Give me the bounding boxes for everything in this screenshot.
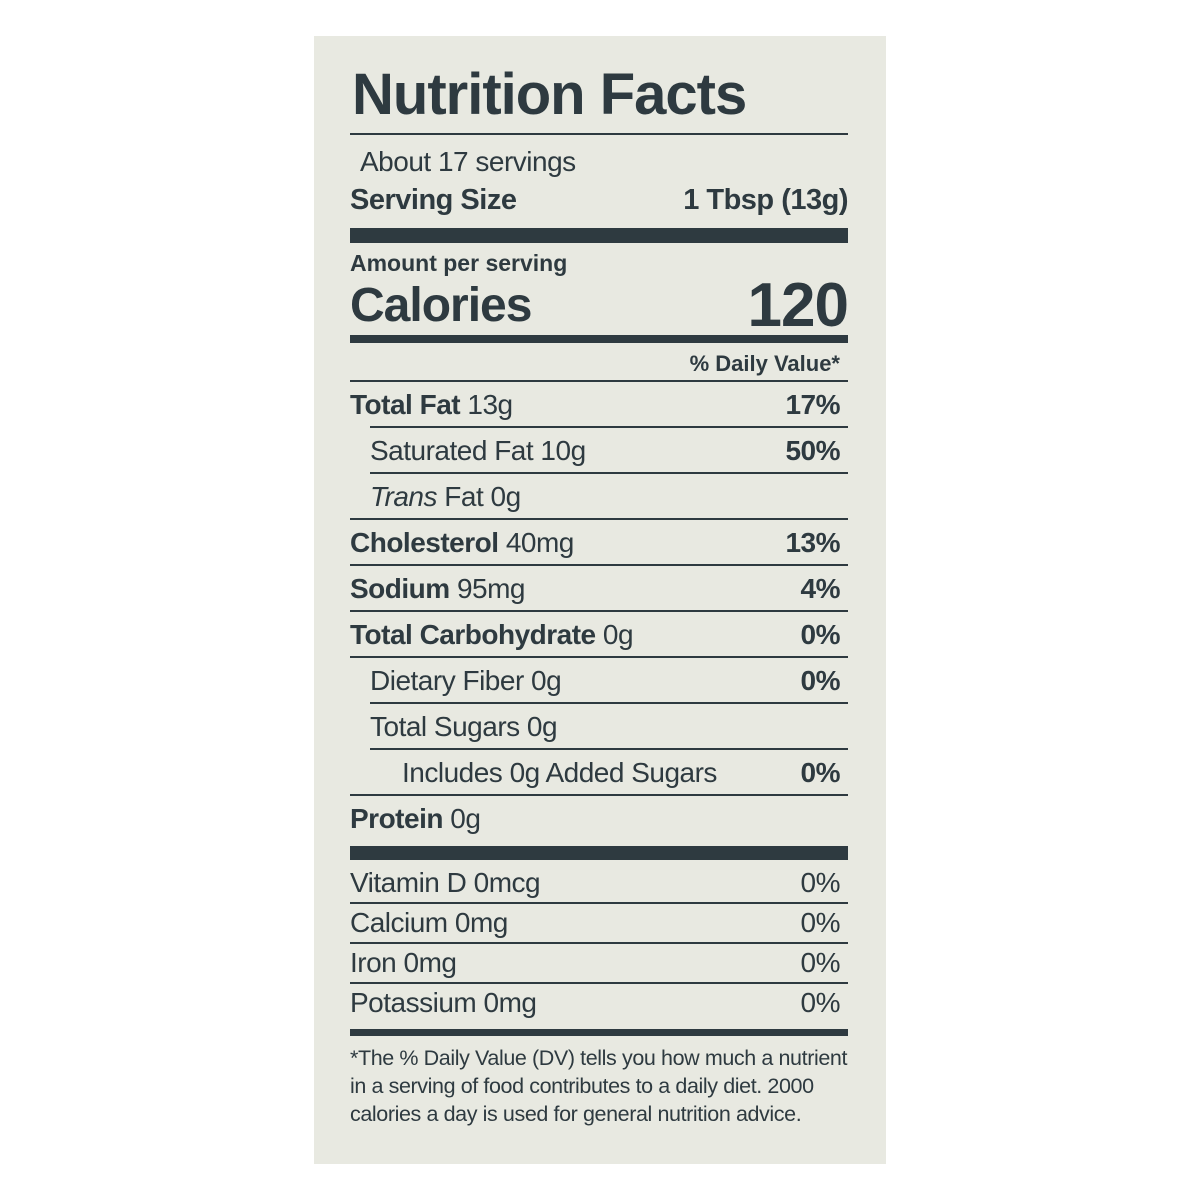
nutrient: Total Sugars 0g (350, 711, 558, 743)
nutrient: Trans Fat 0g (350, 481, 521, 513)
nutrient-row: Dietary Fiber 0g 0% (350, 658, 848, 704)
nutrient-name: Total Sugars 0g (370, 711, 558, 742)
nutrient-row: Total Carbohydrate 0g 0% (350, 612, 848, 658)
nutrient-row: Trans Fat 0g (350, 474, 848, 520)
vitamin-row: Iron 0mg 0% (350, 943, 848, 983)
medium-rule (350, 335, 848, 343)
rule (370, 748, 848, 750)
nutrient-row: Includes 0g Added Sugars 0% (350, 750, 848, 796)
nutrient: Sodium 95mg (350, 573, 526, 605)
nutrient-amount: 95mg (456, 573, 526, 604)
nutrient-dv: 13% (785, 527, 840, 558)
vitamin-dv: 0% (800, 907, 841, 938)
vitamin-row: Potassium 0mg 0% (350, 983, 848, 1023)
vitamin-name: Iron 0mg (350, 947, 457, 978)
nutrient-dv: 50% (785, 435, 840, 466)
nutrient-name: Fat 0g (444, 481, 521, 512)
nutrient: Cholesterol 40mg (350, 527, 574, 559)
dv-header: % Daily Value* (689, 351, 840, 376)
nutrient-name: Dietary Fiber 0g (370, 665, 562, 696)
rule (350, 942, 848, 944)
nutrient-row: Sodium 95mg 4% (350, 566, 848, 612)
nutrient: Total Fat 13g (350, 389, 513, 421)
nutrient: Protein 0g (350, 803, 481, 835)
nutrient-dv: 0% (800, 665, 841, 696)
nutrient-name: Protein (350, 803, 443, 834)
rule (350, 380, 848, 382)
calories-value: 120 (747, 270, 849, 340)
rule (370, 702, 848, 704)
nutrient-name: Includes 0g Added Sugars (402, 757, 717, 788)
nutrient-row: Saturated Fat 10g 50% (350, 428, 848, 474)
nutrient-name: Sodium (350, 573, 450, 604)
nutrient-name: Cholesterol (350, 527, 499, 558)
thick-rule (350, 228, 848, 243)
nutrient-dv: 0% (800, 757, 841, 788)
rule (350, 133, 848, 135)
amount-row: Amount per serving (350, 248, 848, 278)
nutrient: Includes 0g Added Sugars (350, 757, 717, 789)
nutrient-dv: 4% (800, 573, 841, 604)
calories-row: Calories 120 (350, 271, 849, 340)
nutrient: Total Carbohydrate 0g (350, 619, 634, 651)
label-panel: Nutrition Facts About 17 servings Servin… (314, 36, 886, 1164)
vitamin-dv: 0% (800, 987, 841, 1018)
rule (370, 472, 848, 474)
nutrient-amount: 0g (450, 803, 481, 834)
vitamin-name: Vitamin D 0mcg (350, 867, 541, 898)
footnote: *The % Daily Value (DV) tells you how mu… (350, 1046, 848, 1126)
rule (350, 902, 848, 904)
nutrient-amount: 40mg (505, 527, 575, 558)
rule (350, 564, 848, 566)
nutrient-name: Total Fat (350, 389, 461, 420)
title: Nutrition Facts (352, 62, 747, 127)
nutrient-amount: 0g (602, 619, 634, 650)
nutrient-dv: 17% (785, 389, 840, 420)
nutrient-name: Total Carbohydrate (350, 619, 596, 650)
nutrient-row: Cholesterol 40mg 13% (350, 520, 848, 566)
rule (350, 610, 848, 612)
nutrient-row: Total Fat 13g 17% (350, 382, 848, 428)
serving-size-value: 1 Tbsp (13g) (683, 183, 848, 216)
nutrient: Dietary Fiber 0g (350, 665, 562, 697)
nutrient-row: Protein 0g (350, 796, 848, 842)
nutrient-name-italic: Trans (370, 481, 438, 512)
nutrient-name: Saturated Fat 10g (370, 435, 586, 466)
rule (350, 656, 848, 658)
servings-row: About 17 servings (350, 144, 848, 180)
nutrient-amount: 13g (467, 389, 513, 420)
nutrient-row: Total Sugars 0g (350, 704, 848, 750)
vitamin-dv: 0% (800, 947, 841, 978)
rule (350, 794, 848, 796)
vitamin-row: Vitamin D 0mcg 0% (350, 863, 848, 903)
nutrient: Saturated Fat 10g (350, 435, 586, 467)
rule (370, 426, 848, 428)
vitamin-dv: 0% (800, 867, 841, 898)
amount-per-serving: Amount per serving (350, 249, 568, 276)
vitamin-name: Calcium 0mg (350, 907, 508, 938)
medium-rule (350, 1029, 848, 1036)
vitamin-row: Calcium 0mg 0% (350, 903, 848, 943)
serving-size-row: Serving Size 1 Tbsp (13g) (350, 182, 848, 218)
dv-header-row: % Daily Value* (350, 348, 848, 380)
serving-size-label: Serving Size (350, 183, 517, 216)
rule (350, 518, 848, 520)
servings: About 17 servings (360, 146, 576, 177)
vitamin-name: Potassium 0mg (350, 987, 537, 1018)
rule (350, 982, 848, 984)
nutrient-dv: 0% (800, 619, 841, 650)
thick-rule (350, 846, 848, 860)
calories-label: Calories (350, 278, 532, 332)
